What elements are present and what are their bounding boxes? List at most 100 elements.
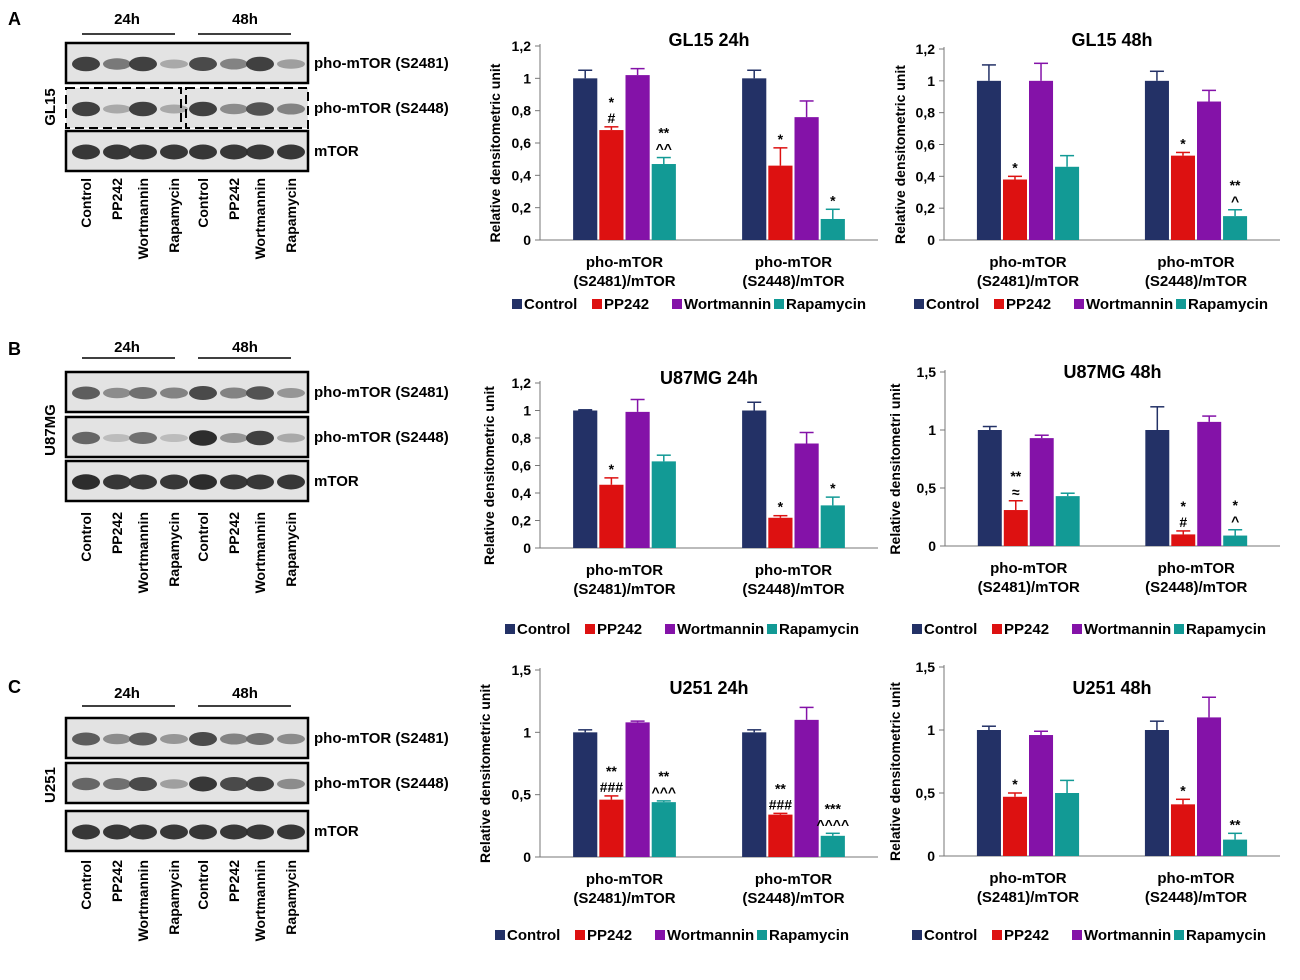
protein-band [189, 430, 217, 446]
legend-label: Control [926, 296, 979, 313]
bar-rapamycin [1055, 793, 1080, 856]
blot-frame [64, 370, 310, 414]
chart-legend: Control PP242 Wortmannin Rapamycin [505, 621, 859, 638]
time-label-48h: 48h [232, 685, 258, 702]
lane-label: PP242 [109, 512, 125, 554]
bar-wortmannin [1029, 438, 1054, 546]
bar-chart-gl15-48h: GL15 48h Relative densitometric unit 0 0,2 0… [892, 30, 1280, 313]
time-label-24h: 24h [114, 339, 140, 356]
bar-wortmannin [794, 117, 819, 240]
y-tick-label: 1,5 [917, 364, 937, 380]
bar-control [573, 732, 598, 857]
lane-label: Control [78, 178, 94, 228]
y-tick-label: 0,4 [512, 167, 532, 183]
protein-band [189, 732, 217, 746]
y-axis-label: Relative densitometric unit [487, 63, 503, 242]
y-tick-label: 0,4 [512, 485, 532, 501]
y-tick-label: 1,2 [512, 38, 532, 54]
chart-legend: Control PP242 Wortmannin Rapamycin [914, 296, 1268, 313]
category-label: (S2448)/mTOR [1145, 579, 1247, 596]
band-label: pho-mTOR (S2481) [314, 730, 449, 747]
legend-swatch-pp242 [592, 299, 602, 309]
bar-control [977, 430, 1002, 546]
category-label: pho-mTOR [990, 560, 1067, 577]
category-label: pho-mTOR [1158, 560, 1235, 577]
y-tick-label: 0,6 [512, 135, 532, 151]
significance-marker: * [830, 480, 836, 496]
y-tick-label: 1 [523, 70, 531, 86]
cell-line-label: U87MG [42, 404, 59, 456]
protein-band [72, 386, 100, 400]
y-tick-label: 1,2 [512, 375, 532, 391]
lane-label: Control [195, 860, 211, 910]
bar-wortmannin [625, 722, 650, 857]
lane-label: Control [195, 512, 211, 562]
y-axis-label: Relative densitometric unit [892, 65, 908, 244]
y-tick-label: 0,8 [512, 103, 532, 119]
legend-swatch-control [914, 299, 924, 309]
bar-chart-gl15-24h: GL15 24h Relative densitometric unit 0 0,2 0… [487, 30, 878, 313]
legend-label: Wortmannin [677, 621, 764, 638]
significance-marker: ** [775, 780, 786, 796]
cell-line-label: U251 [42, 767, 59, 803]
band-label: pho-mTOR (S2481) [314, 55, 449, 72]
protein-band [103, 778, 131, 790]
significance-marker: * [1012, 159, 1018, 175]
y-tick-label: 0 [928, 538, 936, 554]
blot-frame-dashed [185, 87, 309, 129]
lane-label: Rapamycin [283, 860, 299, 935]
y-tick-label: 0,6 [512, 458, 532, 474]
protein-band [246, 144, 274, 160]
bar-pp242 [599, 130, 624, 240]
chart-legend: Control PP242 Wortmannin Rapamycin [912, 621, 1266, 638]
protein-band [277, 103, 305, 115]
protein-band [277, 733, 305, 745]
blot-frame-dashed [65, 87, 182, 129]
blot-frame [64, 809, 310, 853]
lane-label: Rapamycin [166, 178, 182, 253]
protein-band [246, 56, 274, 72]
chart-title: GL15 48h [1071, 30, 1152, 50]
y-tick-label: 0 [523, 232, 531, 248]
protein-band [103, 733, 131, 745]
blot-frame [64, 41, 310, 85]
significance-marker: # [1179, 514, 1187, 530]
bar-rapamycin [1223, 839, 1248, 856]
category-label: pho-mTOR [586, 254, 663, 271]
protein-band [277, 474, 305, 490]
protein-band [189, 144, 217, 160]
lane-label: PP242 [226, 178, 242, 220]
legend-label: Rapamycin [1188, 296, 1268, 313]
y-tick-label: 0 [523, 849, 531, 865]
bar-rapamycin [820, 505, 845, 548]
protein-band [72, 431, 100, 445]
significance-marker: ^^^ [652, 784, 677, 800]
y-tick-label: 1 [928, 422, 936, 438]
protein-band [103, 824, 131, 840]
lane-label: PP242 [109, 860, 125, 902]
y-axis-label: Relative densitometri unit [887, 383, 903, 554]
bar-wortmannin [1029, 735, 1054, 856]
protein-band [103, 434, 131, 442]
lane-label: PP242 [109, 178, 125, 220]
y-tick-label: 1 [927, 722, 935, 738]
protein-band [160, 387, 188, 399]
protein-band [246, 386, 274, 400]
protein-band [72, 101, 100, 117]
y-tick-label: 0 [927, 848, 935, 864]
significance-marker: * [609, 461, 615, 477]
category-label: pho-mTOR [586, 871, 663, 888]
blot-frame [64, 761, 310, 805]
protein-band [220, 433, 248, 443]
blot-frame [64, 415, 310, 459]
category-label: (S2481)/mTOR [977, 273, 1079, 290]
protein-band [189, 101, 217, 117]
protein-band [72, 56, 100, 72]
protein-band [72, 732, 100, 746]
blot-strip [64, 809, 310, 853]
significance-marker: ### [600, 779, 624, 795]
legend-swatch-rapamycin [767, 624, 777, 634]
blot-frame [64, 129, 310, 173]
band-label: mTOR [314, 473, 359, 490]
bar-pp242 [768, 517, 793, 548]
